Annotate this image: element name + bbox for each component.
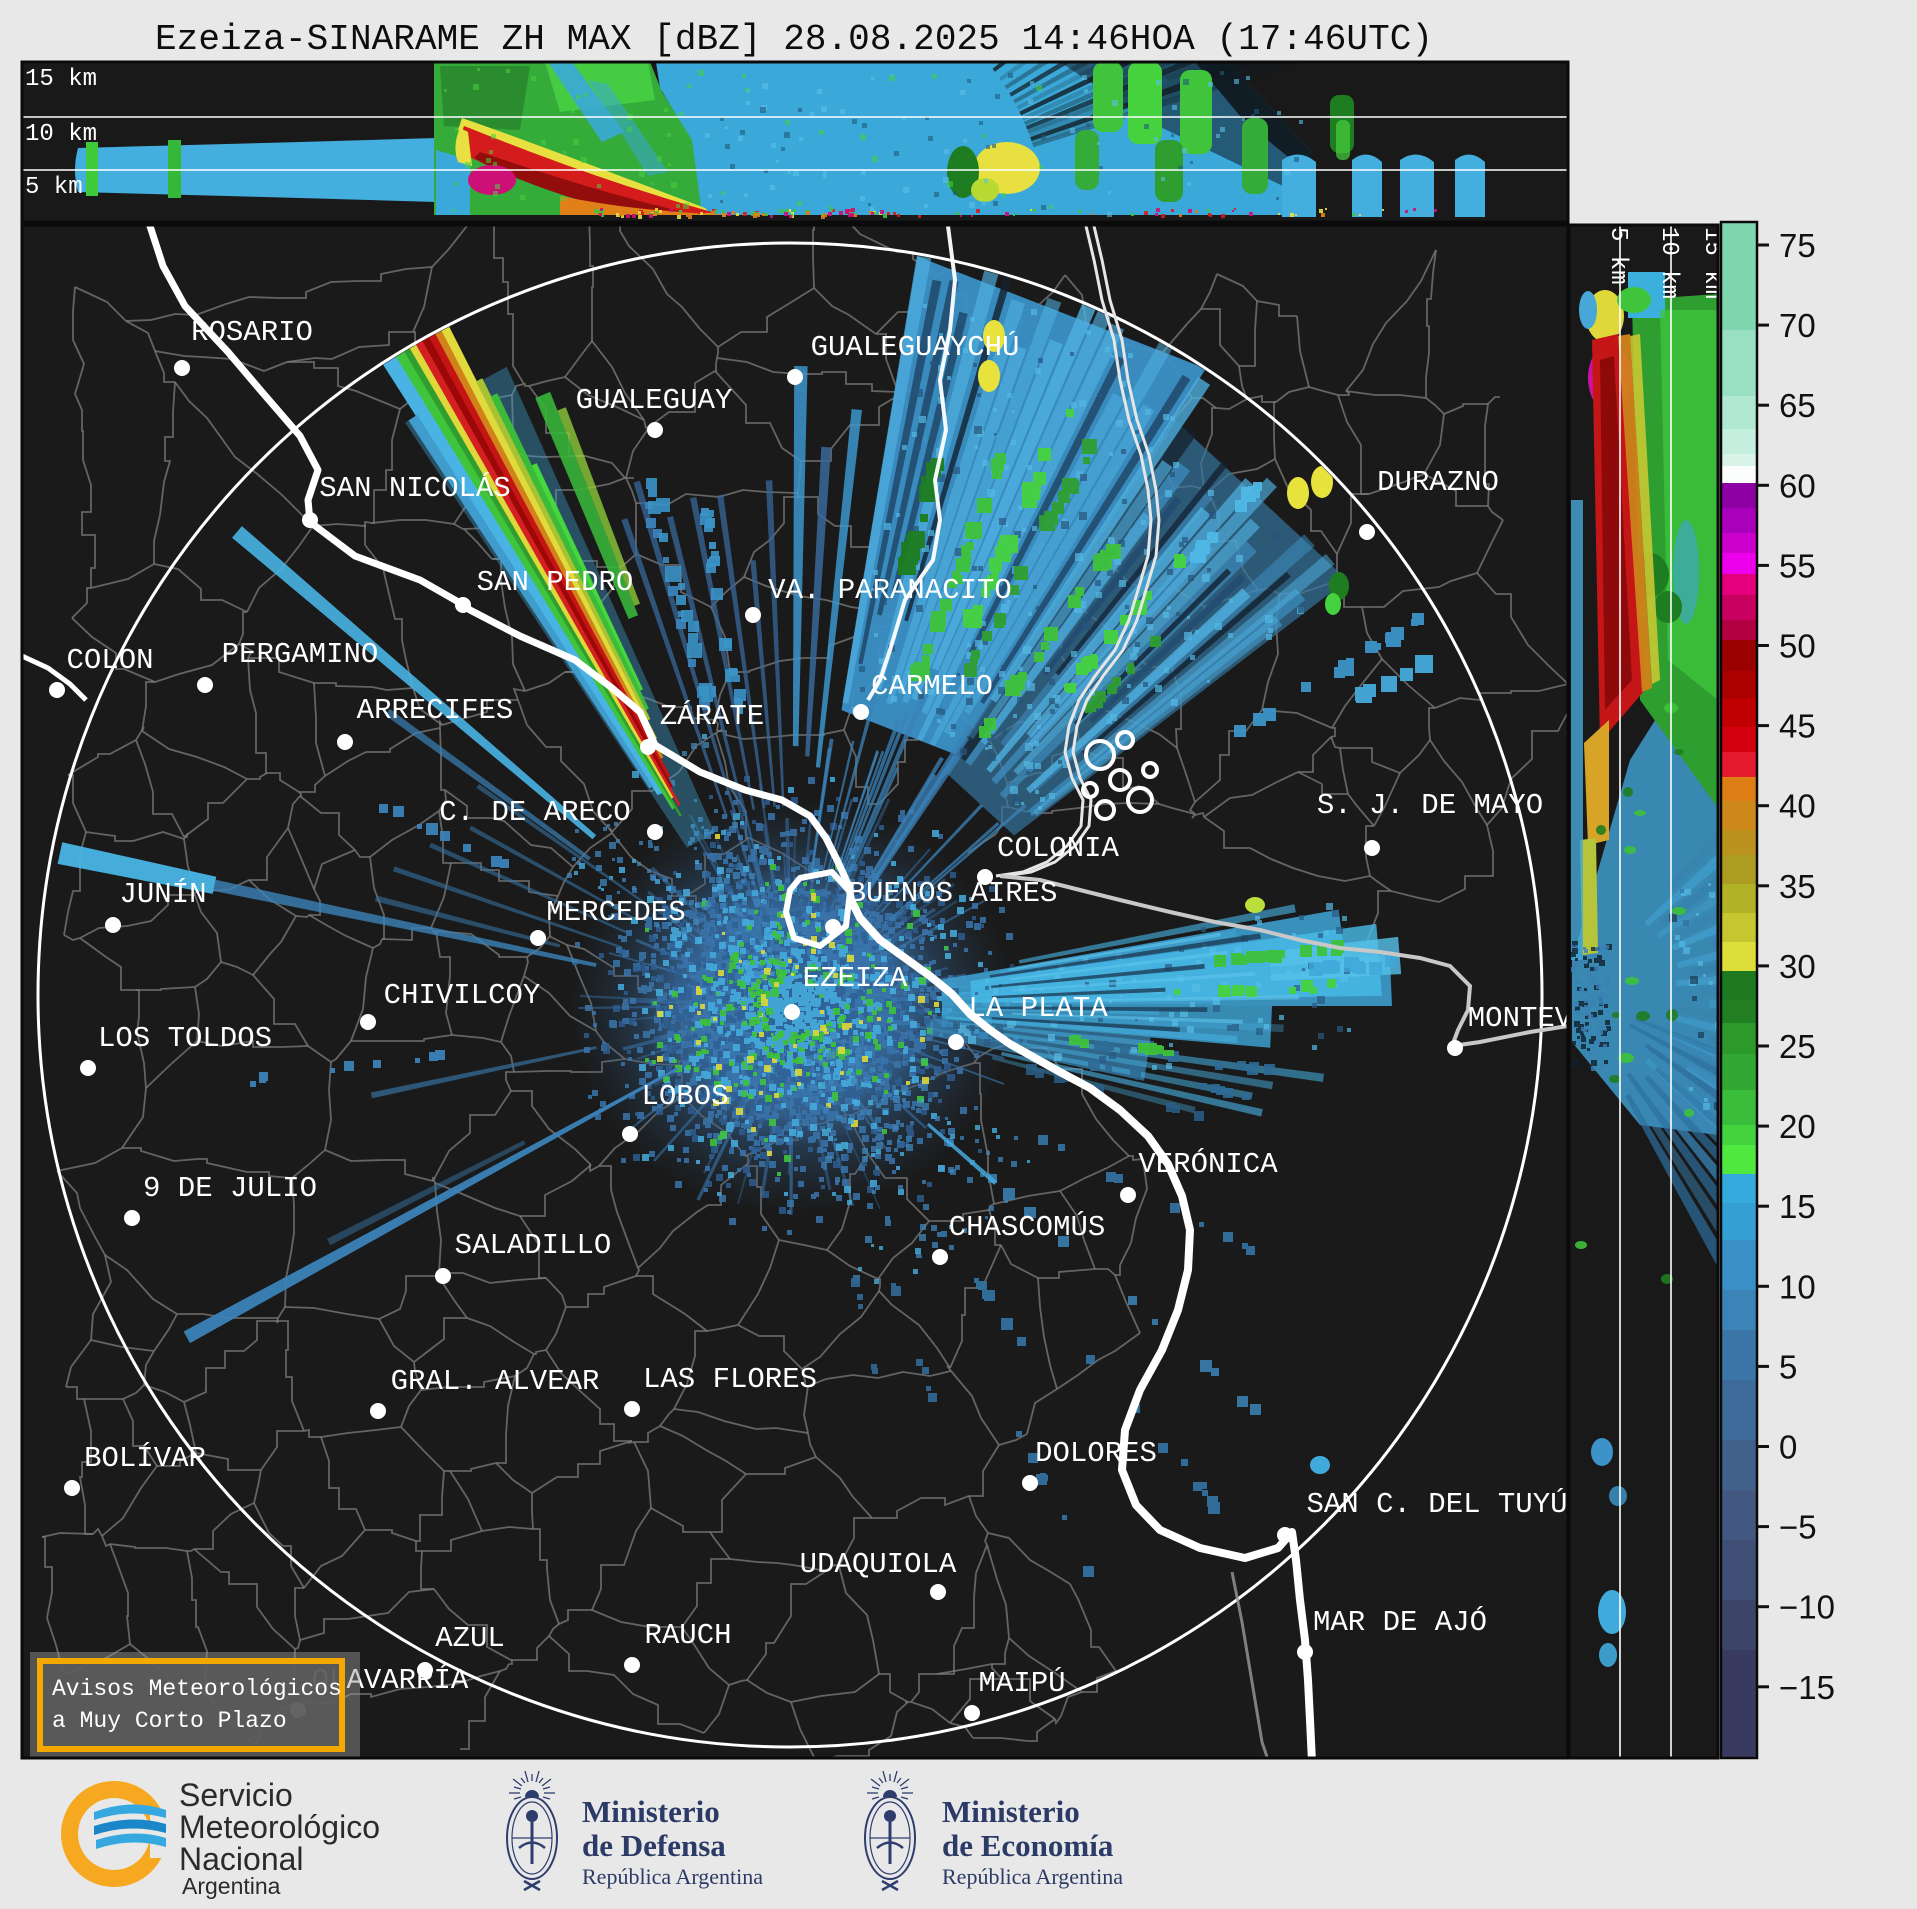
svg-text:MONTEV: MONTEV [1468,1002,1573,1035]
svg-text:20: 20 [1779,1108,1816,1145]
svg-text:5 km: 5 km [1604,227,1631,285]
svg-text:−10: −10 [1779,1589,1835,1626]
svg-text:50: 50 [1779,628,1816,665]
svg-text:10: 10 [1779,1268,1816,1305]
svg-text:65: 65 [1779,387,1816,424]
svg-text:JUNÍN: JUNÍN [119,877,206,911]
svg-text:10 km: 10 km [25,121,97,148]
svg-text:CHASCOMÚS: CHASCOMÚS [949,1210,1106,1244]
svg-text:BUENOS AIRES: BUENOS AIRES [849,877,1058,910]
svg-text:15 km: 15 km [1698,227,1725,299]
svg-text:SALADILLO: SALADILLO [455,1229,612,1262]
svg-text:10 km: 10 km [1655,227,1682,299]
svg-text:de Defensa: de Defensa [582,1828,726,1863]
svg-text:LA PLATA: LA PLATA [968,992,1108,1025]
svg-text:República Argentina: República Argentina [942,1864,1123,1889]
svg-text:RAUCH: RAUCH [644,1619,731,1652]
svg-text:C. DE ARECO: C. DE ARECO [439,796,630,829]
svg-text:SAN NICOLÁS: SAN NICOLÁS [319,471,510,505]
svg-text:−15: −15 [1779,1669,1835,1706]
svg-text:AZUL: AZUL [435,1622,505,1655]
svg-text:UDAQUIOLA: UDAQUIOLA [800,1548,957,1581]
svg-text:República Argentina: República Argentina [582,1864,763,1889]
svg-text:Meteorológico: Meteorológico [179,1809,380,1845]
svg-text:CARMELO: CARMELO [871,670,993,703]
svg-text:60: 60 [1779,467,1816,504]
svg-text:70: 70 [1779,307,1816,344]
svg-text:Servicio: Servicio [179,1777,293,1813]
svg-text:VA. PARANACITO: VA. PARANACITO [768,574,1012,607]
svg-text:EZEIZA: EZEIZA [803,962,908,995]
svg-text:Avisos Meteorológicos: Avisos Meteorológicos [52,1676,342,1702]
svg-text:Ministerio: Ministerio [582,1794,720,1829]
svg-text:de Economía: de Economía [942,1828,1114,1863]
svg-text:SAN C. DEL TUYÚ: SAN C. DEL TUYÚ [1306,1487,1567,1521]
svg-text:MERCEDES: MERCEDES [546,896,685,929]
svg-text:40: 40 [1779,788,1816,825]
svg-text:GRAL. ALVEAR: GRAL. ALVEAR [391,1365,600,1398]
svg-text:9 DE JULIO: 9 DE JULIO [143,1172,317,1205]
svg-text:LAS FLORES: LAS FLORES [643,1363,817,1396]
svg-text:DURAZNO: DURAZNO [1377,466,1499,499]
svg-text:S. J. DE MAYO: S. J. DE MAYO [1317,789,1543,822]
svg-text:Ministerio: Ministerio [942,1794,1080,1829]
svg-text:PERGAMINO: PERGAMINO [222,638,379,671]
svg-text:45: 45 [1779,708,1816,745]
svg-text:75: 75 [1779,227,1816,264]
svg-text:COLONIA: COLONIA [997,832,1119,865]
svg-text:GUALEGUAY: GUALEGUAY [576,384,733,417]
svg-text:25: 25 [1779,1028,1816,1065]
svg-text:ROSARIO: ROSARIO [191,316,313,349]
svg-text:MAIPÚ: MAIPÚ [978,1666,1065,1700]
svg-text:35: 35 [1779,868,1816,905]
svg-text:55: 55 [1779,547,1816,584]
svg-text:GUALEGUAYCHÚ: GUALEGUAYCHÚ [811,330,1020,364]
svg-text:5 km: 5 km [25,174,83,201]
svg-text:Nacional: Nacional [179,1841,304,1877]
svg-text:BOLÍVAR: BOLÍVAR [84,1441,206,1475]
svg-text:VERÓNICA: VERÓNICA [1138,1147,1278,1181]
svg-text:CHIVILCOY: CHIVILCOY [384,979,541,1012]
svg-text:LOS TOLDOS: LOS TOLDOS [98,1022,272,1055]
svg-text:ZÁRATE: ZÁRATE [660,699,764,733]
svg-text:−5: −5 [1779,1509,1817,1546]
svg-text:30: 30 [1779,948,1816,985]
svg-text:SAN PEDRO: SAN PEDRO [477,566,634,599]
svg-text:LOBOS: LOBOS [641,1080,728,1113]
svg-text:Argentina: Argentina [182,1873,281,1899]
svg-text:Ezeiza-SINARAME ZH MAX [dBZ] 2: Ezeiza-SINARAME ZH MAX [dBZ] 28.08.2025 … [155,19,1433,60]
svg-text:5: 5 [1779,1348,1797,1385]
svg-text:15: 15 [1779,1188,1816,1225]
svg-text:ARRECIFES: ARRECIFES [357,694,514,727]
svg-text:15 km: 15 km [25,66,97,93]
svg-text:a Muy Corto Plazo: a Muy Corto Plazo [52,1708,287,1734]
svg-text:DOLORES: DOLORES [1035,1437,1157,1470]
svg-text:0: 0 [1779,1429,1797,1466]
svg-text:MAR DE AJÓ: MAR DE AJÓ [1313,1605,1487,1639]
svg-text:COLON: COLON [66,644,153,677]
